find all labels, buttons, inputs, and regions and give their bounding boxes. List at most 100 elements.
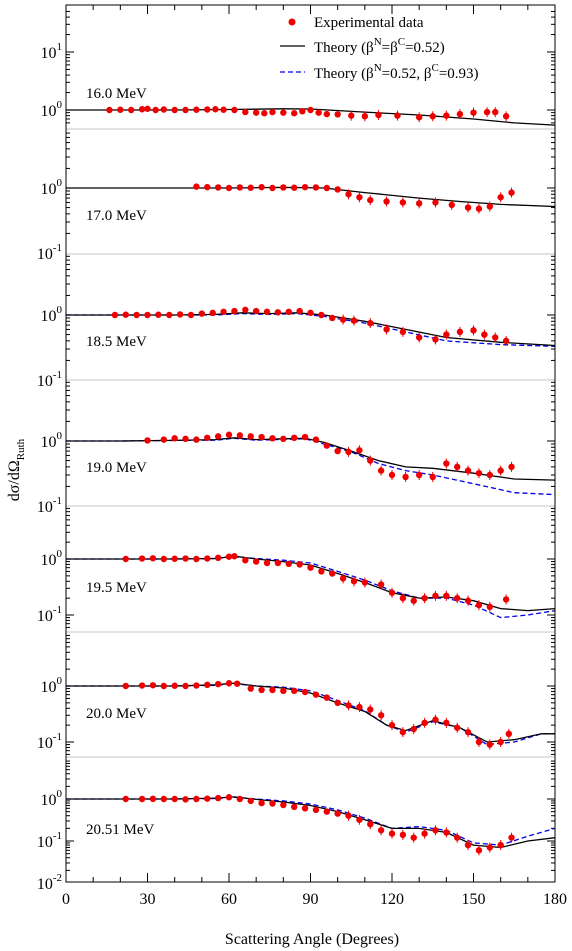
data-point	[291, 110, 298, 117]
data-point	[301, 183, 309, 191]
data-point	[443, 829, 450, 836]
legend-marker-experimental	[288, 18, 296, 26]
data-point	[274, 559, 282, 567]
experimental-points	[111, 306, 510, 346]
data-point	[258, 183, 265, 191]
data-point	[296, 307, 303, 315]
data-point	[182, 106, 189, 114]
data-point	[122, 795, 129, 803]
data-point	[182, 682, 189, 690]
y-tick-label: 100	[41, 430, 63, 451]
data-point	[429, 473, 436, 481]
data-point	[171, 795, 178, 803]
data-point	[415, 114, 423, 121]
data-point	[483, 108, 491, 116]
data-point	[274, 309, 282, 316]
y-ticks	[66, 10, 555, 124]
data-point	[220, 106, 227, 113]
data-point	[383, 198, 390, 205]
y-ticks	[66, 634, 555, 755]
panel-1: 101 100 16.0 MeV	[41, 10, 556, 126]
data-point	[117, 106, 124, 113]
data-point	[171, 106, 178, 114]
y-tick-label: 10-2	[37, 872, 62, 893]
data-point	[193, 183, 200, 190]
y-tick-label: 100	[41, 788, 63, 809]
panel-6: 100 10-1 20.0 MeV	[37, 631, 555, 755]
data-point	[497, 841, 504, 849]
data-point	[299, 108, 306, 115]
data-point	[193, 795, 200, 803]
data-point	[502, 596, 510, 603]
panel-2: 100 10-1 17.0 MeV	[37, 128, 556, 263]
data-point	[345, 812, 352, 819]
data-point	[334, 447, 341, 455]
data-point	[464, 467, 472, 474]
data-point	[356, 194, 363, 201]
x-tick-label: 60	[221, 891, 237, 908]
data-point	[160, 436, 167, 443]
x-tick-label: 30	[140, 891, 156, 908]
data-point	[470, 327, 477, 334]
data-point	[171, 555, 178, 562]
y-tick-label: 10-1	[37, 242, 62, 263]
data-point	[122, 682, 129, 690]
data-point	[454, 463, 461, 471]
data-point	[269, 435, 276, 442]
data-point	[291, 803, 298, 811]
data-point	[339, 316, 347, 323]
data-point	[367, 319, 374, 327]
data-point	[443, 112, 450, 119]
data-point	[187, 311, 195, 319]
y-ticks	[66, 760, 555, 871]
data-point	[225, 184, 233, 192]
data-point	[356, 816, 363, 823]
legend: Experimental data Theory (βN=βC=0.52) Th…	[280, 15, 479, 82]
data-point	[377, 581, 385, 588]
data-point	[475, 601, 483, 609]
data-point	[285, 308, 292, 316]
data-point	[138, 106, 146, 113]
data-point	[323, 184, 330, 192]
data-point	[329, 314, 336, 322]
y-axis-label: dσ/dΩRuth	[6, 438, 27, 501]
data-point	[214, 680, 222, 688]
data-point	[236, 795, 244, 803]
data-point	[247, 685, 254, 692]
data-point	[323, 694, 330, 701]
data-point	[356, 447, 363, 454]
data-point	[464, 204, 472, 211]
data-point	[301, 433, 309, 441]
data-point	[432, 592, 439, 600]
data-point	[399, 831, 407, 839]
data-point	[225, 553, 233, 560]
data-point	[144, 437, 151, 444]
data-point	[138, 682, 146, 689]
data-point	[508, 189, 515, 196]
data-point	[402, 473, 409, 481]
data-point	[415, 200, 423, 207]
y-tick-label: 10-1	[37, 604, 62, 625]
data-point	[122, 311, 129, 318]
data-point	[348, 112, 355, 119]
data-point	[285, 560, 292, 568]
data-point	[492, 334, 499, 341]
data-point	[258, 433, 265, 441]
data-point	[399, 199, 407, 206]
data-point	[231, 553, 238, 560]
data-point	[258, 799, 265, 807]
y-tick-label: 100	[41, 177, 63, 198]
panel-7: 100 10-1 10-2 20.51 MeV	[37, 756, 556, 893]
data-point	[225, 431, 233, 438]
data-point	[443, 592, 450, 600]
data-point	[301, 688, 309, 696]
y-tick-label: 100	[41, 675, 63, 696]
data-point	[486, 471, 493, 479]
data-point	[242, 306, 249, 314]
theory-dashed-curve	[66, 796, 556, 846]
data-point	[334, 186, 341, 193]
data-point	[421, 719, 428, 727]
data-point	[361, 579, 369, 586]
data-point	[307, 309, 314, 317]
data-point	[296, 561, 303, 568]
